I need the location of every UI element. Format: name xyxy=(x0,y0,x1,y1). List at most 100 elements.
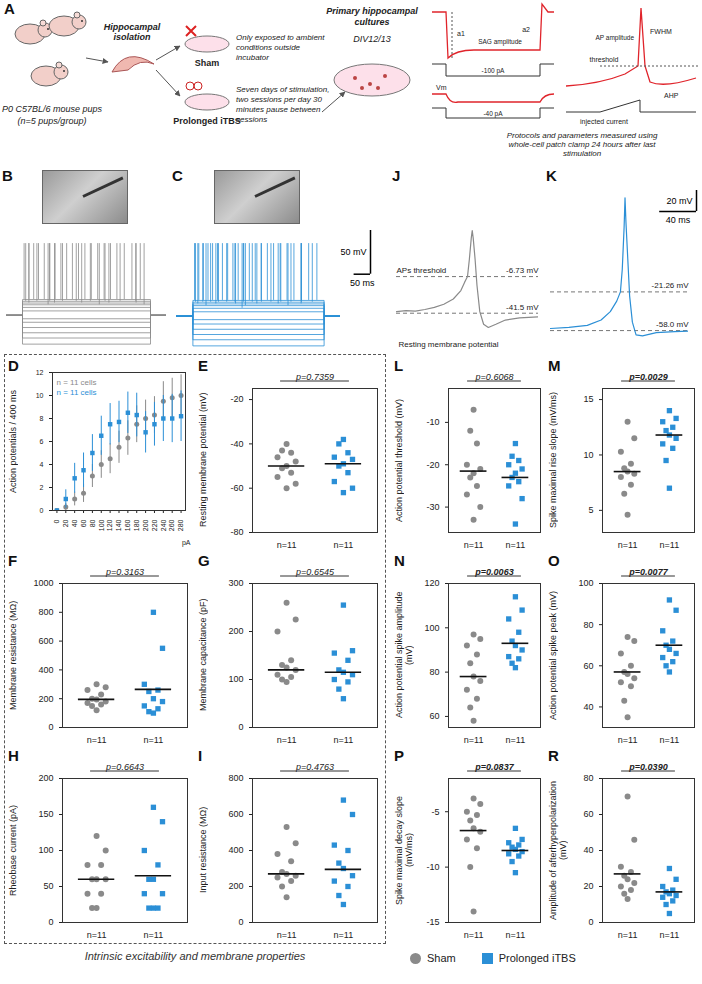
svg-text:p=0.0390: p=0.0390 xyxy=(628,762,667,772)
svg-text:50 ms: 50 ms xyxy=(350,278,375,288)
svg-text:n=11: n=11 xyxy=(660,735,680,745)
svg-text:n=11: n=11 xyxy=(660,540,680,550)
svg-text:n=11: n=11 xyxy=(618,930,638,940)
svg-text:a1: a1 xyxy=(457,30,465,37)
svg-text:50 mV: 50 mV xyxy=(340,247,366,257)
svg-text:600: 600 xyxy=(228,809,243,819)
svg-text:0: 0 xyxy=(53,519,60,523)
svg-text:P0 C57BL/6 mouse pups: P0 C57BL/6 mouse pups xyxy=(2,104,103,114)
svg-text:0: 0 xyxy=(238,722,243,732)
svg-text:-58.0 mV: -58.0 mV xyxy=(656,320,689,329)
svg-text:-60: -60 xyxy=(230,483,243,493)
svg-text:p=0.0029: p=0.0029 xyxy=(628,372,667,382)
svg-text:60: 60 xyxy=(429,711,439,721)
svg-text:p=0.6545: p=0.6545 xyxy=(295,567,335,577)
svg-text:80: 80 xyxy=(583,620,593,630)
svg-text:n=11: n=11 xyxy=(277,540,297,550)
svg-text:15: 15 xyxy=(583,394,593,404)
svg-text:Seven days of stimulation,two: Seven days of stimulation,two sessions p… xyxy=(236,85,329,124)
svg-text:160: 160 xyxy=(124,519,131,531)
svg-text:-20: -20 xyxy=(426,460,439,470)
svg-text:-41.5 mV: -41.5 mV xyxy=(506,303,539,312)
svg-text:0: 0 xyxy=(48,917,53,927)
svg-text:300: 300 xyxy=(228,578,243,588)
svg-text:40: 40 xyxy=(71,519,78,527)
svg-text:n=11: n=11 xyxy=(506,735,526,745)
svg-text:n=11: n=11 xyxy=(144,735,164,745)
svg-text:100: 100 xyxy=(98,519,105,531)
svg-text:n=11: n=11 xyxy=(464,735,484,745)
svg-text:n=11: n=11 xyxy=(144,930,164,940)
svg-text:600: 600 xyxy=(38,636,53,646)
svg-text:p=0.0837: p=0.0837 xyxy=(474,762,514,772)
svg-text:n=11: n=11 xyxy=(618,540,638,550)
svg-text:n=11: n=11 xyxy=(87,930,107,940)
svg-text:20: 20 xyxy=(583,881,593,891)
svg-text:100: 100 xyxy=(578,578,593,588)
svg-text:120: 120 xyxy=(106,519,113,531)
svg-text:a2: a2 xyxy=(522,26,530,33)
svg-text:6: 6 xyxy=(40,438,44,445)
svg-text:p=0.7359: p=0.7359 xyxy=(295,372,334,382)
svg-text:0: 0 xyxy=(238,917,243,927)
svg-text:-40: -40 xyxy=(230,439,243,449)
svg-text:280: 280 xyxy=(177,519,184,531)
svg-text:60: 60 xyxy=(583,661,593,671)
svg-text:1000: 1000 xyxy=(33,578,53,588)
svg-text:Prolonged iTBS: Prolonged iTBS xyxy=(173,116,241,126)
svg-text:AHP: AHP xyxy=(664,92,679,99)
svg-text:100: 100 xyxy=(424,623,439,633)
svg-text:80: 80 xyxy=(583,773,593,783)
svg-text:DIV12/13: DIV12/13 xyxy=(353,34,391,44)
svg-text:Primary hippocampalcultures: Primary hippocampalcultures xyxy=(326,6,418,27)
svg-text:n=11: n=11 xyxy=(464,930,484,940)
svg-text:Resting membrane potential: Resting membrane potential xyxy=(399,340,499,349)
svg-text:-6.73 mV: -6.73 mV xyxy=(506,266,539,275)
svg-text:0: 0 xyxy=(40,507,44,514)
svg-text:-20: -20 xyxy=(230,394,243,404)
svg-text:-15: -15 xyxy=(426,917,439,927)
svg-text:n=11: n=11 xyxy=(277,735,297,745)
svg-text:Sham: Sham xyxy=(195,58,220,68)
svg-text:-21.26 mV: -21.26 mV xyxy=(652,281,690,290)
svg-text:n = 11 cells: n = 11 cells xyxy=(57,378,97,387)
svg-text:n=11: n=11 xyxy=(334,540,354,550)
svg-text:n=11: n=11 xyxy=(334,930,354,940)
svg-text:10: 10 xyxy=(583,450,593,460)
svg-text:-10: -10 xyxy=(426,417,439,427)
svg-text:10: 10 xyxy=(36,392,44,399)
svg-text:80: 80 xyxy=(89,519,96,527)
svg-text:260: 260 xyxy=(168,519,175,531)
svg-text:Protocols and parameters measu: Protocols and parameters measured usingw… xyxy=(507,131,658,158)
svg-text:5: 5 xyxy=(588,505,593,515)
svg-text:-5: -5 xyxy=(431,807,439,817)
svg-text:SAG amplitude: SAG amplitude xyxy=(478,38,522,46)
svg-text:200: 200 xyxy=(38,694,53,704)
svg-text:400: 400 xyxy=(38,665,53,675)
svg-text:APs threshold: APs threshold xyxy=(397,266,447,275)
svg-text:200: 200 xyxy=(228,626,243,636)
svg-text:12: 12 xyxy=(36,369,44,376)
svg-text:40: 40 xyxy=(583,845,593,855)
svg-text:p=0.3163: p=0.3163 xyxy=(105,567,144,577)
svg-text:200: 200 xyxy=(38,773,53,783)
svg-text:n=11: n=11 xyxy=(334,735,354,745)
svg-text:40 ms: 40 ms xyxy=(666,215,691,225)
svg-text:140: 140 xyxy=(115,519,122,531)
svg-text:n=11: n=11 xyxy=(277,930,297,940)
svg-text:-10: -10 xyxy=(426,862,439,872)
svg-text:Vm: Vm xyxy=(436,84,447,91)
svg-text:4: 4 xyxy=(40,461,44,468)
svg-text:p=0.0077: p=0.0077 xyxy=(628,567,668,577)
svg-text:200: 200 xyxy=(228,881,243,891)
svg-text:150: 150 xyxy=(38,809,53,819)
svg-text:180: 180 xyxy=(133,519,140,531)
svg-text:80: 80 xyxy=(429,667,439,677)
svg-text:-100 pA: -100 pA xyxy=(482,67,505,75)
svg-text:8: 8 xyxy=(40,415,44,422)
svg-text:n=11: n=11 xyxy=(618,735,638,745)
svg-text:n=11: n=11 xyxy=(506,930,526,940)
svg-text:p=0.4763: p=0.4763 xyxy=(295,762,334,772)
svg-text:n=11: n=11 xyxy=(506,540,526,550)
svg-text:p=0.6068: p=0.6068 xyxy=(475,372,514,382)
